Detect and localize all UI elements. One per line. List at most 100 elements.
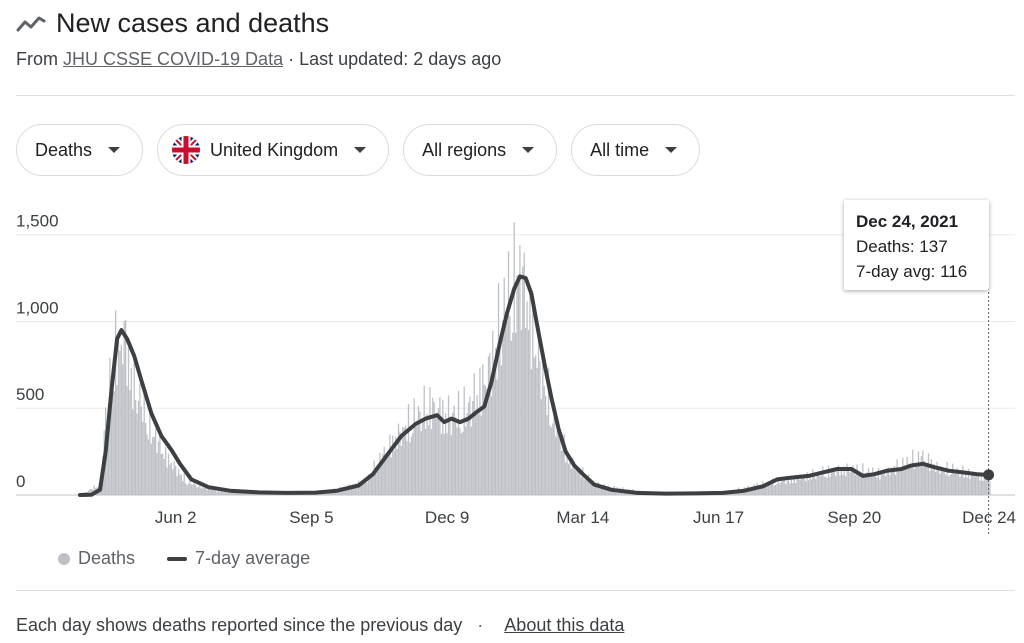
- death-bar: [120, 344, 122, 495]
- death-bar: [465, 426, 467, 495]
- death-bar: [833, 470, 835, 495]
- death-bar: [755, 488, 757, 495]
- death-bar: [433, 401, 435, 495]
- death-bar: [397, 423, 400, 495]
- chart-tooltip: Dec 24, 2021 Deaths: 137 7-day avg: 116: [844, 200, 989, 290]
- x-tick-label: Mar 14: [556, 508, 609, 527]
- death-bar: [927, 453, 930, 495]
- x-tick-label: Jun 2: [155, 508, 197, 527]
- death-bar: [537, 328, 540, 495]
- death-bar: [135, 399, 137, 495]
- death-bar: [820, 475, 822, 495]
- death-bar: [970, 471, 972, 495]
- death-bar: [216, 491, 218, 495]
- death-bar: [483, 384, 485, 495]
- last-updated: Last updated: 2 days ago: [299, 49, 502, 69]
- death-bar: [809, 477, 811, 495]
- death-bar: [480, 415, 482, 495]
- death-bar: [767, 482, 770, 495]
- death-bar: [985, 480, 987, 495]
- death-bar: [912, 449, 914, 495]
- source-link[interactable]: JHU CSSE COVID-19 Data: [63, 49, 284, 69]
- death-bar: [467, 402, 470, 495]
- death-bar: [400, 446, 402, 495]
- death-bar: [130, 368, 132, 495]
- death-bar: [775, 485, 777, 495]
- death-bar: [803, 474, 805, 495]
- death-bar: [369, 475, 371, 495]
- death-bar: [893, 465, 895, 495]
- death-bar: [900, 468, 902, 495]
- death-bar: [127, 346, 130, 495]
- death-bar: [163, 459, 165, 495]
- death-bar: [965, 474, 967, 495]
- filter-bar: Deaths United Kingdom All regions All ti…: [16, 124, 714, 176]
- death-bar: [960, 474, 962, 495]
- death-bar: [112, 381, 114, 495]
- death-bar: [162, 453, 164, 495]
- death-bar: [459, 427, 461, 495]
- death-bar: [980, 472, 982, 495]
- death-bar: [439, 396, 441, 495]
- death-bar: [845, 476, 847, 495]
- death-bar: [113, 391, 115, 495]
- death-bar: [963, 477, 965, 495]
- death-bar: [227, 490, 230, 495]
- death-bar: [346, 488, 348, 495]
- death-bar: [509, 316, 511, 495]
- death-bar: [210, 489, 212, 495]
- death-bar: [552, 423, 554, 495]
- death-bar: [399, 431, 401, 495]
- death-bar: [557, 421, 560, 495]
- death-bar: [116, 385, 118, 495]
- death-bar: [789, 483, 791, 495]
- death-bar: [497, 283, 500, 495]
- death-bar: [156, 452, 158, 495]
- death-bar: [382, 454, 384, 495]
- death-bar: [147, 439, 150, 495]
- death-bar: [489, 352, 491, 495]
- death-bar: [437, 408, 440, 495]
- metric-dropdown[interactable]: Deaths: [16, 124, 144, 176]
- death-bar: [945, 474, 947, 495]
- death-bar: [952, 463, 954, 495]
- death-bar: [393, 450, 395, 495]
- death-bar: [886, 468, 888, 495]
- death-bar: [813, 476, 815, 495]
- death-bar: [890, 467, 892, 495]
- death-bar: [207, 487, 210, 495]
- death-bar: [849, 472, 851, 495]
- death-bar: [115, 310, 117, 495]
- death-bar: [429, 387, 431, 495]
- region-dropdown[interactable]: All regions: [403, 124, 558, 176]
- deaths-chart[interactable]: 0 500 1,000 1,500 Jun 2 Sep 5 Dec 9 Mar 14 Jun 1…: [0, 190, 1024, 540]
- tooltip-deaths: Deaths: 137: [856, 237, 948, 256]
- death-bar: [360, 484, 362, 495]
- death-bar: [855, 475, 857, 495]
- death-bar: [529, 287, 531, 495]
- death-bar: [975, 476, 977, 495]
- death-bar: [895, 474, 897, 495]
- region-dropdown-label: All regions: [422, 139, 507, 160]
- death-bar: [425, 428, 427, 495]
- death-bar: [563, 434, 565, 495]
- period-dropdown[interactable]: All time: [571, 124, 701, 176]
- country-dropdown[interactable]: United Kingdom: [157, 124, 390, 176]
- death-bar: [826, 478, 828, 495]
- death-bar: [913, 468, 915, 495]
- death-bar: [776, 483, 778, 495]
- death-bar: [182, 481, 184, 495]
- header-divider: [16, 95, 1015, 96]
- death-bar: [962, 465, 964, 495]
- death-bar: [902, 457, 904, 495]
- death-bar: [143, 391, 145, 495]
- death-bar: [89, 489, 91, 495]
- death-bar: [367, 474, 370, 495]
- death-bar: [842, 474, 844, 495]
- about-data-link[interactable]: About this data: [504, 615, 625, 635]
- death-bar: [856, 464, 858, 495]
- death-bar: [532, 292, 534, 495]
- death-bar: [166, 467, 168, 495]
- death-bar: [577, 468, 580, 495]
- death-bar: [923, 460, 925, 495]
